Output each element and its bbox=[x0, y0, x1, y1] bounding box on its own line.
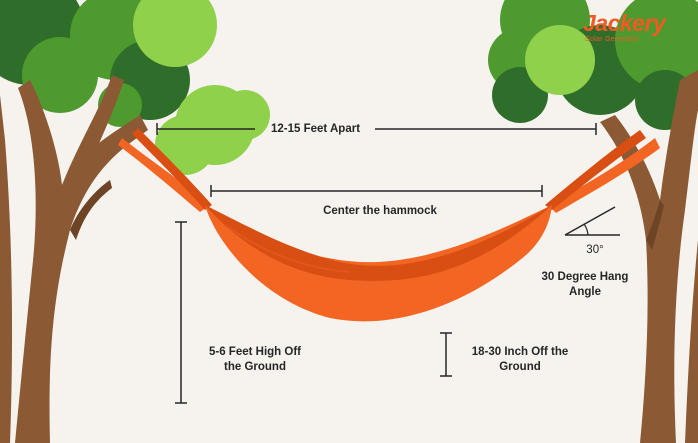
angle-label-line1: 30 Degree Hang bbox=[541, 271, 629, 283]
right-tree-foliage bbox=[488, 0, 698, 130]
apart-label: 12-15 Feet Apart bbox=[270, 123, 361, 135]
measure-height bbox=[175, 221, 187, 404]
angle-value: 30° bbox=[586, 244, 604, 256]
measure-center bbox=[210, 185, 543, 197]
measure-apart bbox=[156, 123, 597, 135]
ground-label-line1: 18-30 Inch Off the bbox=[471, 346, 569, 358]
angle-icon bbox=[564, 206, 620, 236]
left-tree-trunk bbox=[0, 75, 148, 443]
angle-label-line2: Angle bbox=[569, 286, 601, 298]
right-tree-trunk bbox=[600, 70, 698, 443]
brand-tagline: Solar Generator bbox=[585, 36, 640, 43]
height-label-line2: the Ground bbox=[224, 361, 286, 373]
hammock-body bbox=[205, 205, 552, 322]
ground-label-line2: Ground bbox=[499, 361, 541, 373]
hammock-straps bbox=[118, 128, 660, 213]
brand-logo: Jackery bbox=[583, 10, 666, 36]
height-label-line1: 5-6 Feet High Off bbox=[208, 346, 301, 358]
measure-ground-clearance bbox=[440, 332, 452, 377]
center-label: Center the hammock bbox=[323, 205, 437, 217]
